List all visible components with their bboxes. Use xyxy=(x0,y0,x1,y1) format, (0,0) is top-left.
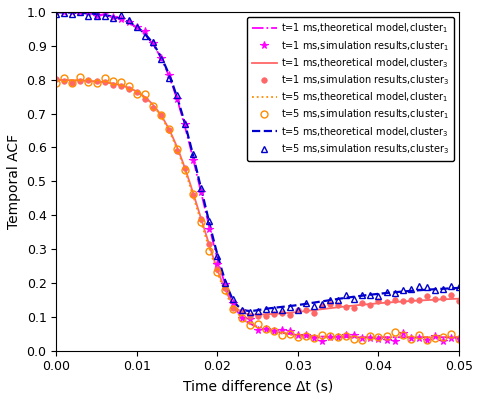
Y-axis label: Temporal ACF: Temporal ACF xyxy=(7,134,21,229)
X-axis label: Time difference Δt (s): Time difference Δt (s) xyxy=(182,379,333,393)
Legend: t=1 ms,theoretical model,cluster$_1$, t=1 ms,simulation results,cluster$_1$, t=1: t=1 ms,theoretical model,cluster$_1$, t=… xyxy=(247,17,454,161)
